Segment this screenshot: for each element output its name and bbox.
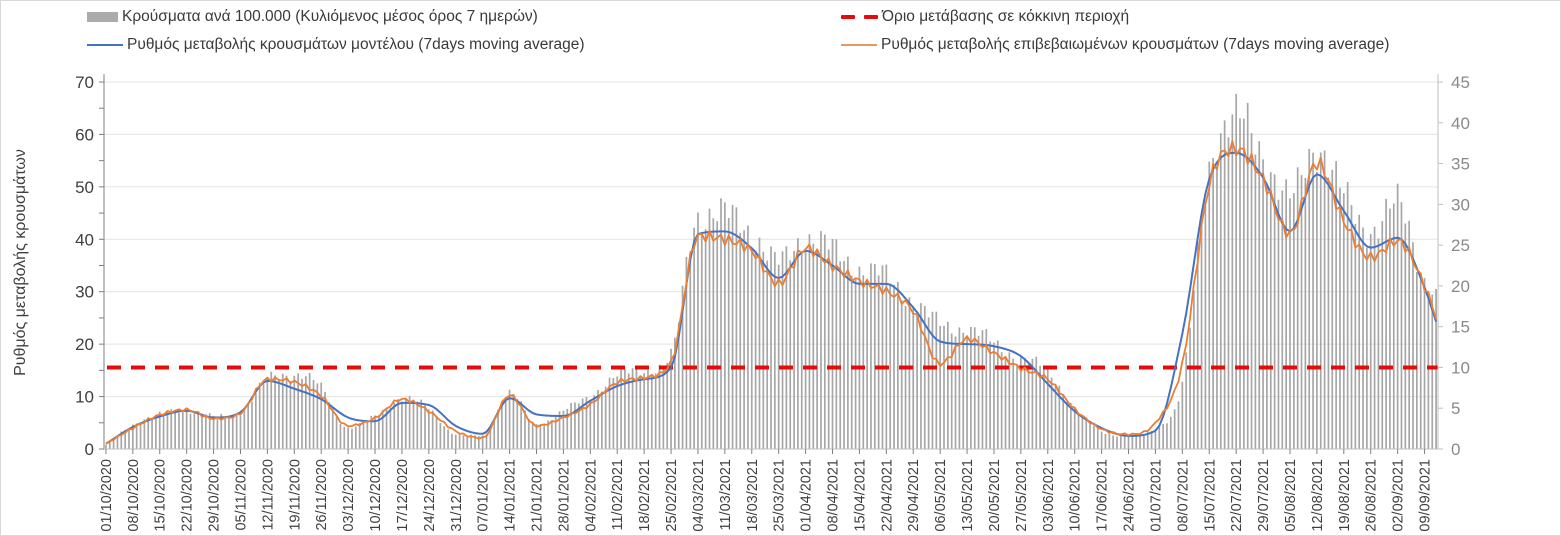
svg-text:13/05/2021: 13/05/2021 — [960, 459, 976, 532]
legend-column-right: Όριο μετάβασης σε κόκκινη περιοχή Ρυθμός… — [841, 5, 1389, 57]
blue-line-marker-icon — [87, 44, 123, 46]
svg-text:14/01/2021: 14/01/2021 — [503, 459, 519, 532]
svg-text:20: 20 — [1451, 277, 1470, 296]
svg-text:07/01/2021: 07/01/2021 — [476, 459, 492, 532]
orange-line-marker-icon — [841, 44, 877, 46]
svg-text:18/02/2021: 18/02/2021 — [637, 459, 653, 532]
legend-item-threshold: Όριο μετάβασης σε κόκκινη περιοχή — [841, 5, 1389, 29]
svg-text:05/08/2021: 05/08/2021 — [1283, 459, 1299, 532]
svg-text:03/12/2020: 03/12/2020 — [341, 459, 357, 532]
bar-series-marker-icon — [87, 12, 118, 22]
svg-text:25/03/2021: 25/03/2021 — [772, 459, 788, 532]
svg-text:15/10/2020: 15/10/2020 — [153, 459, 169, 532]
svg-text:35: 35 — [1451, 155, 1470, 174]
svg-text:30: 30 — [75, 283, 94, 302]
svg-text:15/07/2021: 15/07/2021 — [1202, 459, 1218, 532]
legend: Κρούσματα ανά 100.000 (Κυλιόμενος μέσος … — [1, 5, 1560, 61]
x-axis: 01/10/2020 08/10/2020 15/10/2020 22/10/2020… — [99, 449, 1434, 532]
svg-text:17/12/2020: 17/12/2020 — [395, 459, 411, 532]
svg-text:40: 40 — [75, 230, 94, 249]
svg-text:30: 30 — [1451, 195, 1470, 214]
svg-text:15: 15 — [1451, 318, 1470, 337]
svg-text:28/01/2021: 28/01/2021 — [556, 459, 572, 532]
svg-text:21/01/2021: 21/01/2021 — [529, 459, 545, 532]
svg-text:27/05/2021: 27/05/2021 — [1014, 459, 1030, 532]
svg-text:06/05/2021: 06/05/2021 — [933, 459, 949, 532]
svg-text:01/04/2021: 01/04/2021 — [799, 459, 815, 532]
svg-text:18/03/2021: 18/03/2021 — [745, 459, 761, 532]
y-axis-right: 0 5 10 15 20 25 30 35 40 45 — [1438, 73, 1470, 459]
bars-cases-per-100k — [105, 93, 1437, 450]
svg-text:25: 25 — [1451, 236, 1470, 255]
legend-label: Όριο μετάβασης σε κόκκινη περιοχή — [882, 8, 1130, 25]
svg-text:10/06/2021: 10/06/2021 — [1068, 459, 1084, 532]
y-axis-title: Ρυθμός μεταβολής κρουσμάτων — [12, 149, 29, 376]
svg-text:40: 40 — [1451, 114, 1470, 133]
svg-text:11/02/2021: 11/02/2021 — [610, 459, 626, 531]
svg-text:26/08/2021: 26/08/2021 — [1364, 459, 1380, 532]
svg-text:11/03/2021: 11/03/2021 — [718, 459, 734, 531]
svg-text:50: 50 — [75, 178, 94, 197]
svg-text:17/06/2021: 17/06/2021 — [1095, 459, 1111, 532]
svg-text:31/12/2020: 31/12/2020 — [449, 459, 465, 532]
svg-text:5: 5 — [1451, 399, 1460, 418]
svg-text:45: 45 — [1451, 73, 1470, 92]
svg-text:08/10/2020: 08/10/2020 — [126, 459, 142, 532]
svg-text:10: 10 — [1451, 358, 1470, 377]
legend-column-left: Κρούσματα ανά 100.000 (Κυλιόμενος μέσος … — [87, 5, 585, 57]
svg-text:29/07/2021: 29/07/2021 — [1256, 459, 1272, 532]
svg-text:10: 10 — [75, 388, 94, 407]
svg-text:70: 70 — [75, 73, 94, 92]
svg-text:15/04/2021: 15/04/2021 — [852, 459, 868, 532]
legend-label: Ρυθμός μεταβολής επιβεβαιωμένων κρουσμάτ… — [881, 36, 1390, 53]
svg-text:19/08/2021: 19/08/2021 — [1337, 459, 1353, 532]
svg-text:0: 0 — [1451, 440, 1460, 459]
svg-text:20/05/2021: 20/05/2021 — [987, 459, 1003, 532]
svg-text:22/07/2021: 22/07/2021 — [1229, 459, 1245, 532]
svg-text:29/04/2021: 29/04/2021 — [906, 459, 922, 532]
svg-text:01/07/2021: 01/07/2021 — [1148, 459, 1164, 532]
svg-text:25/02/2021: 25/02/2021 — [664, 459, 680, 532]
svg-text:10/12/2020: 10/12/2020 — [368, 459, 384, 532]
svg-text:05/11/2020: 05/11/2020 — [233, 459, 249, 531]
svg-text:09/09/2021: 09/09/2021 — [1418, 459, 1434, 532]
svg-text:60: 60 — [75, 125, 94, 144]
svg-text:20: 20 — [75, 335, 94, 354]
legend-item-model-line: Ρυθμός μεταβολής κρουσμάτων μοντέλου (7d… — [87, 33, 585, 57]
svg-text:19/11/2020: 19/11/2020 — [287, 459, 303, 531]
svg-text:29/10/2020: 29/10/2020 — [207, 459, 223, 532]
svg-text:04/02/2021: 04/02/2021 — [583, 459, 599, 532]
svg-text:08/07/2021: 08/07/2021 — [1175, 459, 1191, 532]
svg-text:24/12/2020: 24/12/2020 — [422, 459, 438, 532]
y-axis-left: 0 10 20 30 40 50 60 70 — [75, 73, 104, 459]
svg-text:22/04/2021: 22/04/2021 — [879, 459, 895, 532]
svg-text:12/08/2021: 12/08/2021 — [1310, 459, 1326, 532]
svg-text:0: 0 — [85, 440, 94, 459]
svg-text:12/11/2020: 12/11/2020 — [260, 459, 276, 531]
axes — [103, 74, 1439, 450]
svg-text:24/06/2021: 24/06/2021 — [1122, 459, 1138, 532]
svg-text:03/06/2021: 03/06/2021 — [1041, 459, 1057, 532]
svg-text:22/10/2020: 22/10/2020 — [180, 459, 196, 532]
svg-text:04/03/2021: 04/03/2021 — [691, 459, 707, 532]
red-dashed-marker-icon — [841, 14, 878, 20]
line-confirmed-rate — [105, 140, 1437, 445]
legend-item-cases-bars: Κρούσματα ανά 100.000 (Κυλιόμενος μέσος … — [87, 5, 585, 29]
legend-item-confirmed-line: Ρυθμός μεταβολής επιβεβαιωμένων κρουσμάτ… — [841, 33, 1389, 57]
svg-text:08/04/2021: 08/04/2021 — [826, 459, 842, 532]
legend-label: Ρυθμός μεταβολής κρουσμάτων μοντέλου (7d… — [127, 36, 585, 53]
svg-text:01/10/2020: 01/10/2020 — [99, 459, 115, 532]
svg-text:02/09/2021: 02/09/2021 — [1391, 459, 1407, 532]
svg-text:26/11/2020: 26/11/2020 — [314, 459, 330, 531]
legend-label: Κρούσματα ανά 100.000 (Κυλιόμενος μέσος … — [122, 8, 538, 25]
